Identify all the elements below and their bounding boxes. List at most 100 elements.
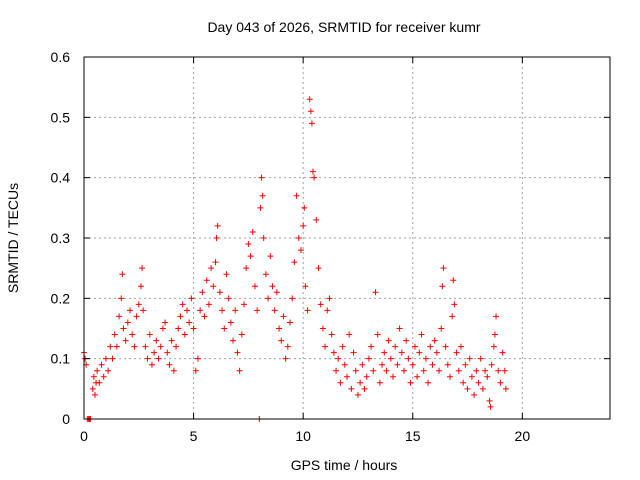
data-point [451,301,458,308]
data-point [267,253,274,260]
data-point [414,373,421,380]
data-point [324,307,331,314]
data-point [199,289,206,296]
data-point [124,319,131,326]
data-point [137,283,144,290]
data-point [227,319,234,326]
data-point [468,373,475,380]
data-point [457,343,464,350]
grid-lines [84,57,610,419]
data-point [473,367,480,374]
data-point [308,120,315,127]
data-point [497,379,504,386]
data-point [374,331,381,338]
data-point [319,325,326,332]
data-point [440,265,447,272]
data-point [385,337,392,344]
x-tick-label: 15 [405,428,421,444]
data-point [284,343,291,350]
data-point [208,265,215,272]
x-tick-label: 20 [515,428,531,444]
data-point [477,355,484,362]
data-point [460,379,467,386]
data-point [105,367,112,374]
data-point [383,367,390,374]
data-point [363,373,370,380]
data-point [155,355,162,362]
data-point [293,192,300,199]
data-point [280,313,287,320]
data-point [330,349,337,356]
data-point [140,307,147,314]
data-point [339,343,346,350]
data-point [304,307,311,314]
data-point [133,313,140,320]
data-point [96,379,103,386]
data-point [306,96,313,103]
data-point [262,271,269,278]
data-point [486,397,493,404]
data-point [368,343,375,350]
data-point [265,295,272,302]
data-point [491,331,498,338]
data-point [213,235,220,241]
data-point [98,361,105,368]
data-point [107,343,114,350]
data-point [400,367,407,374]
data-point [173,343,180,350]
data-point [449,313,456,320]
data-point [390,373,397,380]
data-point [392,343,399,350]
data-point [372,289,379,296]
data-point [287,319,294,326]
data-point [251,283,258,290]
data-point [322,343,329,350]
data-point [168,337,175,344]
data-point [175,325,182,332]
data-point [243,265,250,272]
data-point [247,253,254,260]
data-point [484,373,491,380]
data-point [427,343,434,350]
data-point [144,355,151,362]
data-point [142,343,149,350]
data-point [429,361,436,368]
data-point [153,337,160,344]
data-point [257,204,264,211]
data-point [462,361,469,368]
data-point [381,349,388,356]
data-point [276,325,283,332]
data-point [216,289,223,296]
data-point [490,343,497,350]
data-point [230,337,237,344]
data-point [307,108,314,115]
data-point [444,361,451,368]
data-point [418,331,425,338]
data-point [471,391,478,398]
data-point [433,349,440,356]
data-point [361,385,368,392]
data-point [438,325,445,332]
data-point [170,367,177,374]
data-point [289,295,296,302]
data-point [376,379,383,386]
data-point [91,391,98,398]
y-tick-label: 0.2 [51,290,71,306]
data-point [328,331,335,338]
data-point [482,367,489,374]
y-tick-label: 0.3 [51,230,71,246]
data-point [442,343,449,350]
data-point [100,373,107,380]
data-point [260,235,267,241]
data-point [450,277,457,284]
data-point [205,301,212,308]
data-point [352,367,359,374]
data-point [271,307,278,314]
data-point [282,355,289,362]
data-point [291,259,298,266]
data-point [238,331,245,338]
data-point [425,379,432,386]
y-axis-label: SRMTID / TECUs [5,183,21,293]
data-point [403,337,410,344]
data-point [131,343,138,350]
